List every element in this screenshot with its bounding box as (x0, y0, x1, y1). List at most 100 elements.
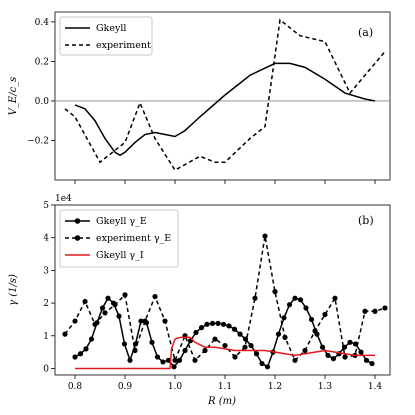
panel-b-series-1-point (172, 357, 178, 363)
panel-b-series-1-point (282, 334, 288, 340)
panel-a-tag: (a) (358, 26, 373, 39)
legend-label-gkeyll-gamma-i: Gkeyll γ_I (96, 250, 144, 261)
panel-b-series-1-point (202, 347, 208, 354)
panel-b-ytick-label: 3 (43, 266, 49, 276)
panel-b-series-0-point (127, 357, 133, 363)
panel-b-series-0-point (171, 364, 177, 370)
panel-b-series-0-point (77, 351, 84, 357)
panel-a-series-line-0 (74, 62, 376, 157)
panel-b-series-0-point (72, 354, 78, 360)
panel-b-series-1-point (272, 289, 278, 295)
panel-b-xtick-label: 1.4 (368, 382, 383, 392)
panel-b-series-0-point (264, 364, 271, 370)
panel-b-series-0-point (176, 357, 183, 363)
panel-b-series-0-point (204, 321, 210, 327)
panel-b-series-1-point (152, 293, 158, 300)
panel-b-xtick-label: 0.9 (118, 382, 133, 392)
panel-b-series-1-point (372, 308, 378, 314)
panel-b-legend: Gkeyll γ_E experiment γ_E Gkeyll γ_I (59, 209, 179, 268)
panel-b-series-0-point (297, 297, 304, 303)
panel-b-series-1-point (112, 302, 118, 308)
panel-b-series (62, 233, 388, 370)
panel-b-series-1-point (242, 344, 248, 350)
panel-b-series-0-point (99, 305, 106, 311)
panel-b-xtick-label: 0.8 (68, 382, 83, 392)
panel-a-ytick-label: −0.2 (27, 136, 49, 146)
panel-b-series-0-point (308, 316, 315, 323)
panel-a-ylabel: V_E/c_s (8, 77, 19, 116)
panel-a-ytick-label: 0.2 (35, 57, 49, 67)
panel-b-series-1-point (262, 233, 268, 239)
panel-b-series-0-point (286, 302, 293, 308)
panel-b-series-1-point (92, 321, 98, 327)
legend-label-gkeyll-gamma-e: Gkeyll γ_E (96, 216, 147, 227)
panel-b-series-0-point (160, 359, 166, 365)
panel-b-series-1-point (332, 295, 338, 301)
panel-b-series-1-point (312, 328, 318, 334)
panel-b-series-0-point (116, 313, 122, 319)
panel-b-series-0-point (330, 356, 337, 362)
panel-b-xtick-label: 1.3 (318, 382, 333, 392)
panel-b-series-0-point (347, 339, 353, 345)
panel-b-xtick-label: 1.0 (168, 382, 183, 392)
panel-b-series-0-point (154, 354, 161, 360)
panel-b-series-0-point (198, 325, 205, 331)
panel-b-series-1-point (252, 295, 258, 301)
panel-b-ytick-label: 0 (43, 364, 49, 374)
panel-a: (a) V_E/c_s −0.2 0.0 0.2 0.4 Gkeyll experim… (8, 11, 391, 184)
panel-b-ytick-label: 5 (43, 201, 49, 211)
panel-a-series-line-1 (64, 18, 386, 172)
panel-b-multiplier: 1e4 (55, 194, 72, 204)
panel-b-series-1-point (82, 298, 88, 305)
panel-b-series-1-point (222, 342, 228, 349)
panel-b-series-0-point (88, 336, 95, 342)
panel-b-series-0-point (281, 315, 287, 321)
panel-b-ylabel: γ (1/s) (8, 274, 19, 306)
panel-b-series-1-point (232, 354, 238, 360)
panel-b-series-0-point (292, 295, 298, 301)
legend-marker-experiment-gamma-e (74, 235, 81, 241)
panel-b-xtick-label: 1.2 (268, 382, 282, 392)
panel-b-series-0-point (303, 305, 309, 311)
panel-b-series-0-point (253, 351, 260, 357)
panel-b-series-1-point (72, 318, 78, 324)
legend-label-experiment-gamma-e: experiment γ_E (96, 233, 171, 244)
panel-b-series-0-point (237, 331, 243, 337)
panel-a-ytick-label: 0.0 (35, 97, 50, 107)
panel-b-series-0-point (325, 352, 331, 358)
panel-b-series-1-point (122, 292, 128, 298)
legend-label-gkeyll: Gkeyll (96, 23, 126, 34)
panel-a-series (55, 18, 390, 172)
legend-marker-gkeyll-gamma-e (74, 218, 81, 224)
panel-a-ticks: −0.2 0.0 0.2 0.4 (27, 18, 376, 184)
panel-b-series-0-point (209, 320, 216, 326)
panel-b-series-1-point (102, 310, 108, 316)
panel-b-series-1-point (142, 318, 148, 324)
panel-b-series-1-point (162, 318, 168, 324)
legend-label-experiment: experiment (96, 40, 151, 51)
panel-b-series-1-point (302, 347, 308, 354)
panel-b-series-0-point (215, 320, 221, 326)
panel-b-series-0-point (369, 360, 375, 367)
panel-b-series-1-point (192, 357, 198, 363)
panel-b-series-0-point (319, 344, 326, 350)
panel-b-series-0-point (220, 321, 227, 327)
panel-b-series-0-point (363, 357, 370, 363)
panel-b: 1e4 (b) γ (1/s) R (m) 0 1 2 3 4 5 0.8 0.9 1.0 1.1… (8, 194, 391, 407)
panel-b-xlabel: R (m) (207, 396, 236, 407)
panel-a-legend: Gkeyll experiment (59, 16, 153, 56)
panel-b-series-0-point (193, 329, 199, 336)
panel-b-series-1-point (362, 308, 368, 314)
panel-b-series-0-point (248, 342, 254, 349)
panel-b-series-1-point (62, 331, 68, 337)
panel-b-series-0-point (83, 346, 89, 352)
panel-b-xtick-label: 1.1 (218, 382, 232, 392)
panel-b-ticks: 0 1 2 3 4 5 0.8 0.9 1.0 1.1 1.2 1.3 1.4 (43, 201, 382, 392)
panel-b-tag: (b) (358, 214, 374, 227)
panel-b-series-0-point (275, 331, 282, 337)
panel-b-series-0-point (138, 318, 144, 324)
panel-b-ytick-label: 4 (43, 234, 49, 244)
panel-a-ytick-label: 0.4 (35, 18, 50, 28)
panel-a-frame (54, 11, 391, 181)
